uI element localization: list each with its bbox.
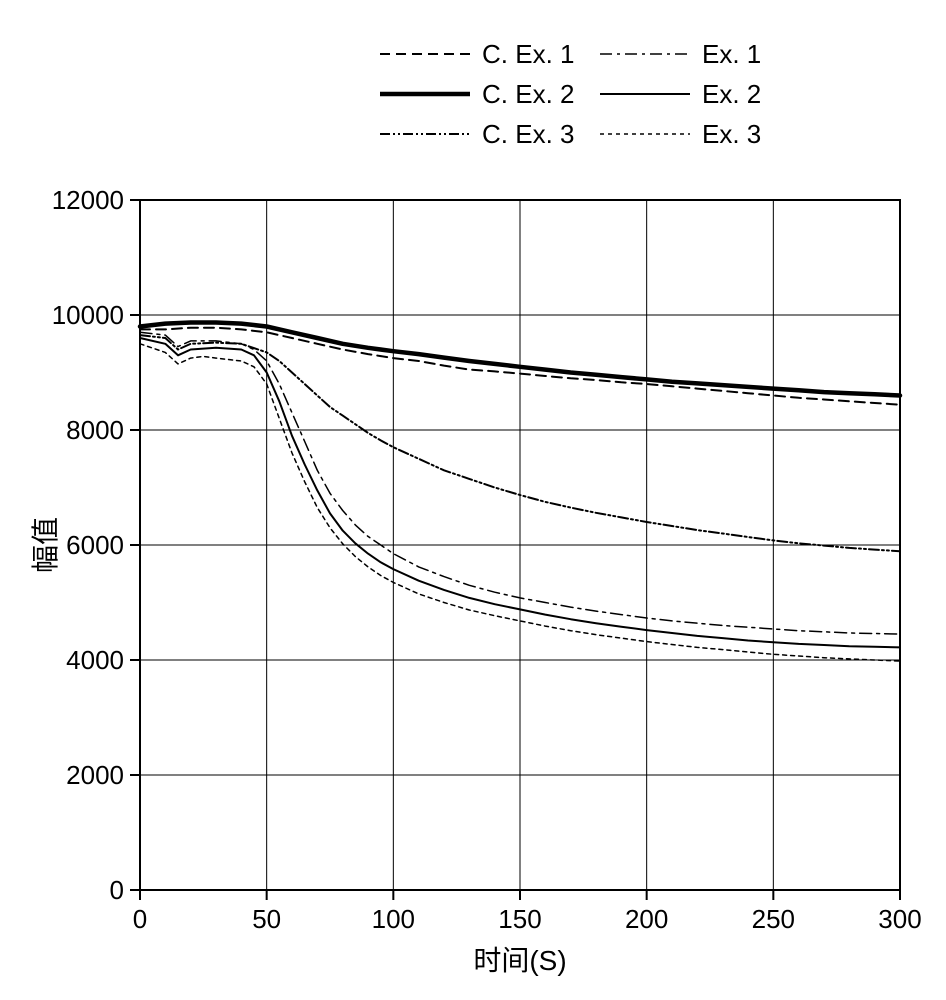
y-tick-label: 6000 (66, 530, 124, 560)
legend: C. Ex. 1 Ex. 1 C. Ex. 2 Ex. 2 C. Ex. 3 Ex. 3 (380, 39, 761, 149)
y-tick-label: 10000 (52, 300, 124, 330)
legend-label: C. Ex. 1 (482, 39, 574, 69)
grid: 0 50 100 150 200 250 300 0 2000 4000 6000 8000 10000… (52, 185, 922, 934)
y-tick-label: 12000 (52, 185, 124, 215)
legend-label: C. Ex. 2 (482, 79, 574, 109)
x-tick-label: 150 (498, 904, 541, 934)
x-tick-label: 300 (878, 904, 921, 934)
y-tick-label: 8000 (66, 415, 124, 445)
y-tick-label: 4000 (66, 645, 124, 675)
legend-label: Ex. 1 (702, 39, 761, 69)
y-tick-label: 2000 (66, 760, 124, 790)
line-chart: 0 50 100 150 200 250 300 0 2000 4000 6000 8000 10000… (20, 20, 926, 980)
legend-label: Ex. 2 (702, 79, 761, 109)
y-axis-label: 幅值 (30, 517, 61, 573)
x-tick-label: 0 (133, 904, 147, 934)
x-axis-label: 时间(S) (473, 945, 566, 976)
x-tick-label: 200 (625, 904, 668, 934)
x-tick-label: 250 (752, 904, 795, 934)
y-tick-label: 0 (110, 875, 124, 905)
x-tick-label: 50 (252, 904, 281, 934)
legend-label: C. Ex. 3 (482, 119, 574, 149)
x-tick-label: 100 (372, 904, 415, 934)
chart-container: 0 50 100 150 200 250 300 0 2000 4000 6000 8000 10000… (20, 20, 926, 980)
legend-label: Ex. 3 (702, 119, 761, 149)
